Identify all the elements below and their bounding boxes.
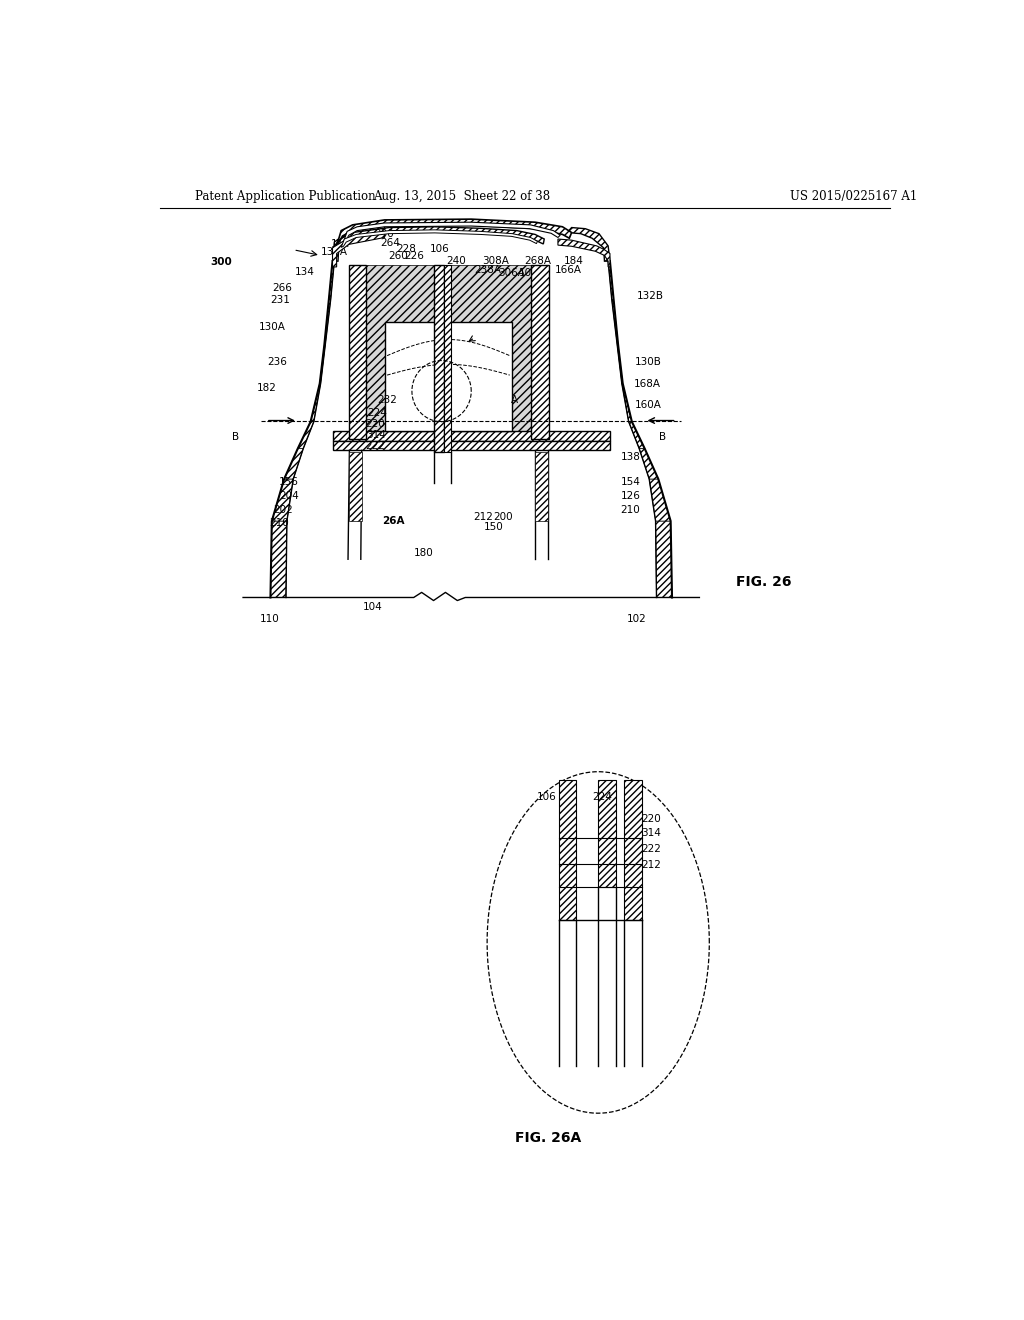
Text: 222: 222: [641, 843, 660, 854]
Text: 110: 110: [259, 614, 280, 624]
Text: 224: 224: [368, 408, 387, 417]
Text: 230: 230: [375, 228, 394, 239]
Polygon shape: [655, 521, 672, 598]
Text: 232: 232: [377, 395, 396, 405]
Polygon shape: [349, 265, 367, 438]
Text: B: B: [659, 432, 667, 442]
Text: 210: 210: [621, 506, 640, 515]
Text: 240: 240: [445, 256, 466, 267]
Polygon shape: [608, 261, 613, 300]
Text: 180: 180: [414, 548, 433, 558]
Polygon shape: [341, 230, 538, 247]
Text: 314: 314: [641, 828, 660, 838]
Polygon shape: [367, 265, 530, 432]
Polygon shape: [567, 227, 610, 261]
Polygon shape: [298, 421, 313, 449]
Text: 220: 220: [641, 814, 660, 824]
Text: 314: 314: [366, 430, 386, 440]
Text: 126: 126: [621, 491, 640, 500]
Text: 204: 204: [280, 491, 299, 500]
Polygon shape: [443, 265, 452, 453]
Text: 106: 106: [430, 244, 450, 253]
Polygon shape: [333, 432, 610, 441]
Text: 138: 138: [621, 453, 640, 462]
Polygon shape: [625, 780, 642, 920]
Text: 26A: 26A: [383, 516, 406, 527]
Text: 166A: 166A: [555, 265, 582, 275]
Polygon shape: [325, 300, 331, 346]
Text: 108: 108: [519, 268, 539, 279]
Text: 150: 150: [484, 523, 504, 532]
Polygon shape: [310, 384, 321, 421]
Text: 236: 236: [267, 356, 287, 367]
Polygon shape: [617, 346, 623, 384]
Text: 106: 106: [538, 792, 557, 801]
Text: 222: 222: [366, 441, 386, 451]
Text: 300: 300: [211, 257, 232, 267]
Text: A: A: [511, 395, 518, 405]
Text: 130A: 130A: [259, 322, 286, 333]
Polygon shape: [649, 479, 671, 521]
Polygon shape: [629, 421, 645, 449]
Polygon shape: [598, 780, 615, 887]
Text: 156: 156: [280, 477, 299, 487]
Polygon shape: [333, 231, 385, 267]
Polygon shape: [334, 227, 544, 249]
Text: 228: 228: [396, 244, 416, 253]
Polygon shape: [284, 449, 303, 479]
Text: 226: 226: [404, 251, 424, 261]
Polygon shape: [271, 479, 293, 521]
Text: 184: 184: [564, 256, 584, 267]
Polygon shape: [329, 261, 334, 300]
Text: FIG. 26A: FIG. 26A: [515, 1131, 582, 1144]
Polygon shape: [622, 384, 632, 421]
Text: 132B: 132B: [637, 290, 664, 301]
Text: 210: 210: [269, 519, 289, 528]
Polygon shape: [333, 224, 385, 261]
Text: 231: 231: [270, 294, 291, 305]
Text: 130B: 130B: [635, 356, 662, 367]
Text: 212: 212: [641, 859, 660, 870]
Polygon shape: [558, 239, 610, 267]
Text: 102: 102: [627, 614, 646, 624]
Text: 160A: 160A: [635, 400, 662, 411]
Polygon shape: [559, 780, 577, 920]
Text: 200: 200: [494, 512, 513, 523]
Polygon shape: [333, 441, 610, 450]
Polygon shape: [319, 346, 326, 384]
Text: Aug. 13, 2015  Sheet 22 of 38: Aug. 13, 2015 Sheet 22 of 38: [373, 190, 550, 202]
Polygon shape: [270, 521, 287, 598]
Text: 308A: 308A: [482, 256, 509, 267]
Text: 182: 182: [257, 383, 276, 393]
Text: 238A: 238A: [474, 265, 501, 275]
Polygon shape: [385, 322, 512, 432]
Text: 212: 212: [473, 512, 493, 523]
Polygon shape: [434, 265, 443, 453]
Text: 104: 104: [362, 602, 382, 611]
Text: 132A: 132A: [321, 247, 348, 257]
Text: 268A: 268A: [524, 256, 551, 267]
Polygon shape: [349, 453, 361, 521]
Text: 220: 220: [366, 418, 385, 429]
Text: 114: 114: [331, 239, 350, 248]
Polygon shape: [536, 453, 548, 521]
Text: 260: 260: [389, 251, 409, 261]
Polygon shape: [611, 300, 618, 346]
Text: Patent Application Publication: Patent Application Publication: [196, 190, 376, 202]
Text: 264: 264: [380, 238, 399, 248]
Text: 306A: 306A: [498, 268, 524, 279]
Text: B: B: [232, 432, 240, 442]
Text: FIG. 26: FIG. 26: [736, 576, 792, 589]
Text: 168A: 168A: [634, 379, 662, 389]
Text: US 2015/0225167 A1: US 2015/0225167 A1: [791, 190, 918, 202]
Polygon shape: [343, 222, 560, 242]
Polygon shape: [530, 265, 549, 438]
Polygon shape: [337, 219, 571, 246]
Polygon shape: [639, 449, 658, 479]
Text: 134: 134: [295, 267, 315, 277]
Text: 154: 154: [621, 477, 640, 487]
Text: 224: 224: [592, 792, 611, 801]
Text: 202: 202: [273, 506, 294, 515]
Text: 266: 266: [272, 284, 292, 293]
